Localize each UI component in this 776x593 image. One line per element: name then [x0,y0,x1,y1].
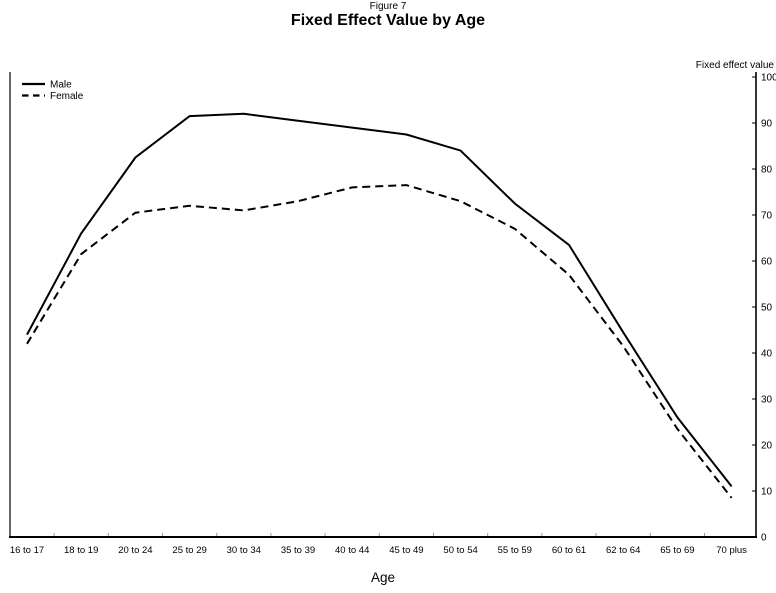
y-tick-label: 70 [761,211,773,222]
series-line-female [26,184,733,499]
x-tick-label: 62 to 64 [606,545,640,556]
y-tick-label: 40 [761,349,773,360]
x-tick-label: 16 to 17 [10,545,44,556]
x-tick-label: 45 to 49 [389,545,423,556]
x-tick-label: 18 to 19 [64,545,98,556]
y-tick-label: 80 [761,165,773,176]
x-tick-label: 30 to 34 [227,545,261,556]
chart-title: Fixed Effect Value by Age [290,12,486,29]
x-axis-title: Age [371,570,395,585]
x-tick-label: 65 to 69 [660,545,694,556]
x-tick-label: 70 plus [716,545,747,556]
legend-label-female: Female [50,91,84,102]
y-tick-label: 10 [761,487,773,498]
x-tick-label: 50 to 54 [443,545,477,556]
y-tick-label: 0 [761,533,767,544]
x-tick-label: 35 to 39 [281,545,315,556]
x-tick-label: 40 to 44 [335,545,369,556]
x-tick-label: 60 to 61 [552,545,586,556]
y-tick-label: 20 [761,441,773,452]
y-axis-title: Fixed effect value [696,60,775,71]
y-tick-label: 60 [761,257,773,268]
legend-label-male: Male [50,80,72,91]
y-tick-label: 100 [761,73,776,84]
x-tick-label: 25 to 29 [172,545,206,556]
y-tick-label: 90 [761,119,773,130]
series-line-male [26,112,733,488]
x-tick-label: 55 to 59 [498,545,532,556]
y-tick-label: 50 [761,303,773,314]
figure-label: Figure 7 [369,1,407,12]
x-tick-label: 20 to 24 [118,545,152,556]
y-tick-label: 30 [761,395,773,406]
